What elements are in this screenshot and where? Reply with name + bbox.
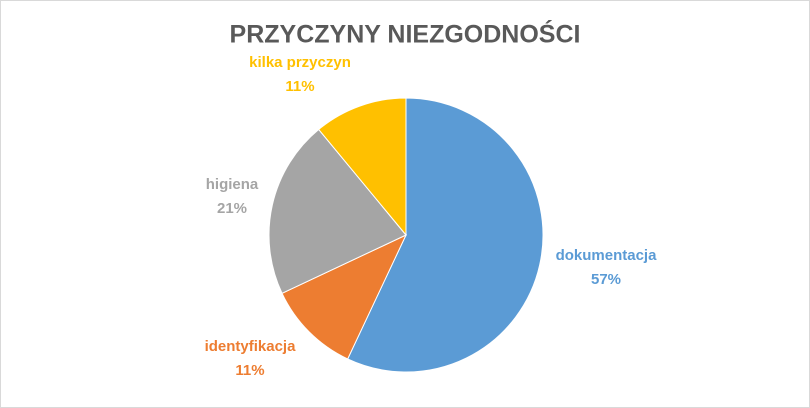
slice-value-label: 11% [235, 362, 264, 379]
slice-label: higiena [206, 176, 259, 193]
slice-value-label: 11% [285, 78, 314, 95]
slice-value-label: 57% [591, 271, 621, 288]
pie-slice [268, 128, 407, 294]
slice-value-label: 21% [217, 200, 247, 217]
pie-slice [281, 233, 408, 360]
slice-label: dokumentacja [556, 247, 658, 264]
slice-label: kilka przyczyn [249, 54, 351, 71]
slice-label: identyfikacja [205, 338, 297, 355]
pie-slice [347, 97, 544, 373]
chart-title: PRZYCZYNY NIEZGODNOŚCI [230, 19, 581, 49]
pie-slice [317, 97, 407, 237]
